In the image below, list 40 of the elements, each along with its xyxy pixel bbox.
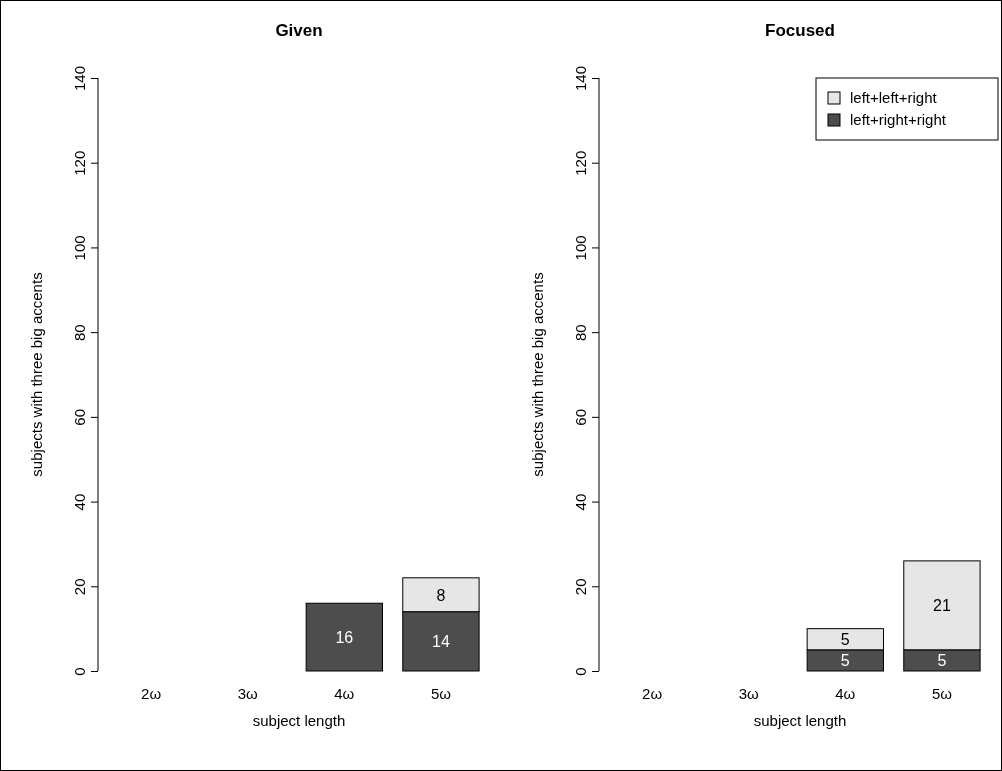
bar — [305, 602, 383, 672]
legend-label: left+left+right — [850, 89, 938, 106]
x-tick-label: 3ω — [237, 684, 258, 702]
y-tick-label: 120 — [71, 150, 88, 176]
x-tick-label: 4ω — [835, 684, 856, 702]
y-tick-label: 80 — [71, 324, 88, 341]
x-axis-title: subject length — [252, 712, 346, 729]
x-tick-label: 5ω — [430, 684, 452, 702]
y-tick-label: 100 — [572, 235, 589, 261]
y-axis-title: subjects with three big accents — [28, 272, 45, 477]
y-tick-label: 40 — [572, 493, 589, 511]
y-tick-label: 0 — [572, 667, 589, 676]
x-tick-label: 5ω — [931, 684, 953, 702]
y-tick-label: 100 — [71, 235, 88, 261]
y-tick-label: 140 — [572, 65, 589, 92]
y-tick-label: 60 — [572, 409, 589, 426]
y-tick-label: 60 — [71, 409, 88, 426]
legend-label: left+right+right — [850, 111, 947, 128]
y-tick-label: 80 — [572, 324, 589, 341]
y-tick-label: 20 — [572, 578, 589, 596]
y-tick-label: 40 — [71, 493, 88, 511]
x-axis-title: subject length — [753, 712, 847, 729]
data-label: 14 — [432, 633, 450, 651]
y-tick-label: 0 — [71, 667, 88, 676]
x-tick-label: 3ω — [738, 684, 759, 702]
data-label: 5 — [840, 652, 850, 670]
y-axis-title: subjects with three big accents — [529, 272, 546, 477]
x-tick-label: 2ω — [642, 684, 663, 702]
x-tick-label: 4ω — [334, 684, 355, 702]
data-label: 5 — [937, 652, 947, 670]
y-tick-label: 20 — [71, 578, 88, 596]
y-tick-label: 120 — [572, 150, 589, 176]
chart-title: Focused — [765, 21, 835, 40]
data-label: 5 — [840, 631, 850, 649]
chart-title: Given — [275, 21, 323, 40]
y-tick-label: 140 — [71, 65, 88, 92]
data-label: 8 — [436, 586, 446, 604]
data-label: 16 — [335, 629, 354, 647]
x-tick-label: 2ω — [141, 684, 162, 702]
data-label: 21 — [933, 597, 951, 615]
